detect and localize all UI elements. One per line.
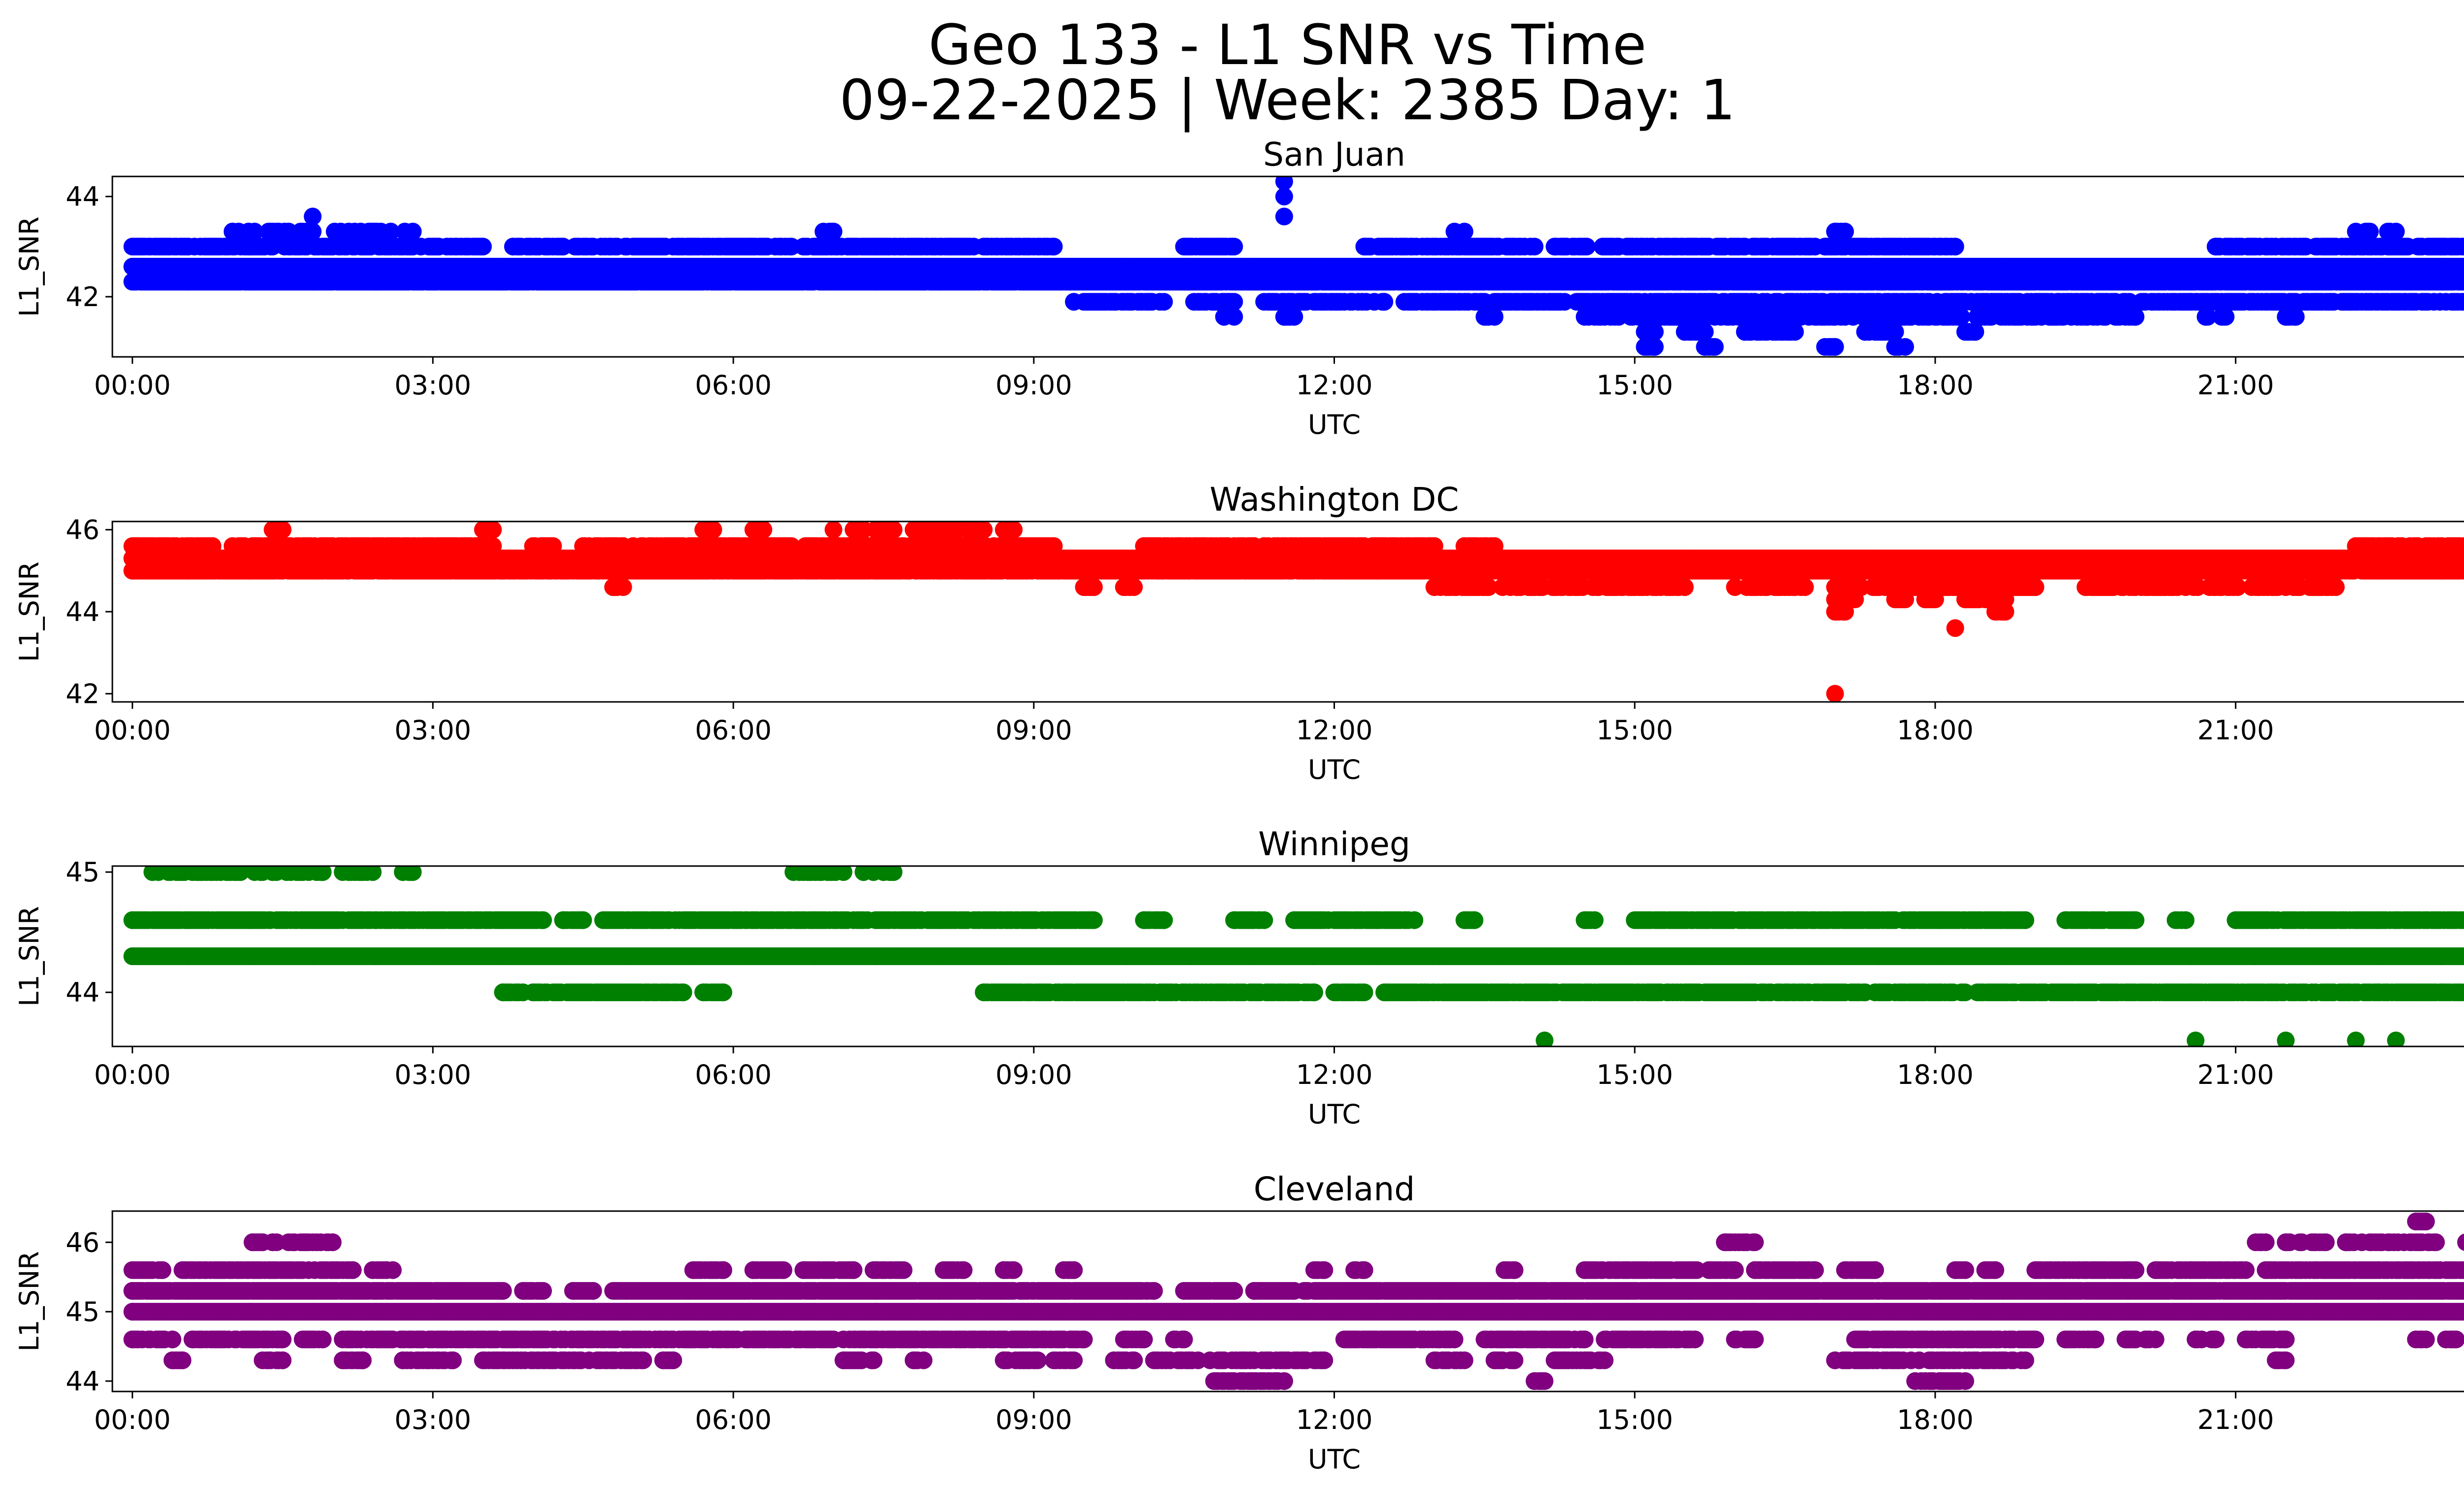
data-point: [2217, 308, 2235, 326]
data-point: [1836, 222, 1854, 241]
data-point: [824, 222, 843, 241]
data-point: [904, 522, 923, 539]
data-point: [382, 222, 400, 241]
data-point: [504, 238, 522, 256]
data-point: [1185, 293, 1203, 311]
data-point: [1275, 208, 1293, 226]
data-point: [1676, 323, 1694, 341]
data-point: [1045, 238, 1063, 256]
data-point: [1175, 238, 1193, 256]
data-point: [484, 522, 502, 539]
x-tick-label: 21:00: [2197, 370, 2274, 401]
data-point: [1645, 338, 1664, 356]
data-point: [1155, 293, 1173, 311]
data-point: [2461, 260, 2464, 274]
data-point: [1255, 293, 1273, 311]
data-point: [1526, 238, 1543, 256]
x-tick-label: 15:00: [1596, 370, 1673, 401]
x-tick-label: 18:00: [1897, 370, 1974, 401]
figure-subtitle: 09-22-2025 | Week: 2385 Day: 1: [839, 69, 1736, 133]
data-point: [123, 258, 141, 276]
data-point: [2126, 308, 2145, 326]
data-point: [1856, 323, 1874, 341]
data-point: [1736, 323, 1754, 341]
data-point: [1285, 308, 1303, 326]
data-point: [1577, 238, 1596, 256]
data-point: [2196, 308, 2215, 326]
points-group: [123, 522, 2464, 702]
subplot-title: San Juan: [1263, 136, 1405, 174]
data-point: [474, 238, 492, 256]
data-point: [1005, 522, 1023, 539]
data-point: [1952, 308, 1970, 326]
data-point: [704, 522, 722, 539]
data-point: [1225, 308, 1243, 326]
data-point: [2106, 308, 2124, 326]
x-tick-label: 09:00: [995, 370, 1072, 401]
data-point: [824, 522, 843, 539]
data-point: [1896, 338, 1914, 356]
data-point: [2287, 308, 2305, 326]
x-tick-label: 03:00: [395, 370, 472, 401]
data-point: [2461, 240, 2464, 253]
y-tick-label: 42: [66, 281, 100, 313]
data-point: [1645, 323, 1664, 341]
data-point: [1826, 338, 1844, 356]
data-point: [1786, 323, 1804, 341]
y-tick-label: 44: [66, 181, 100, 212]
data-point: [1545, 238, 1564, 256]
data-point: [1375, 293, 1394, 311]
data-point: [1816, 238, 1834, 256]
data-point: [2461, 295, 2464, 309]
data-point: [1275, 187, 1293, 206]
data-point: [754, 522, 772, 539]
data-point: [404, 222, 422, 241]
data-point: [1966, 323, 1985, 341]
data-point: [223, 222, 241, 241]
data-point: [1485, 308, 1504, 326]
figure-title: Geo 133 - L1 SNR vs Time: [928, 13, 1647, 77]
data-point: [1225, 238, 1243, 256]
data-point: [1225, 293, 1243, 311]
data-point: [1946, 238, 1964, 256]
data-point: [245, 222, 264, 241]
x-tick-label: 06:00: [695, 370, 772, 401]
subplot-title: Washington DC: [1210, 481, 1459, 519]
subplot-0: San Juan 00:00 03:00 06:00 09:00 12:00 15:00 18…: [14, 136, 2464, 440]
data-point: [1355, 238, 1373, 256]
data-point: [123, 273, 141, 291]
data-point: [1886, 323, 1904, 341]
data-point: [274, 522, 292, 539]
data-point: [2207, 238, 2224, 256]
data-point: [2387, 222, 2405, 241]
x-axis-label: UTC: [1308, 409, 1361, 440]
data-point: [1706, 338, 1724, 356]
data-point: [1395, 293, 1413, 311]
data-point: [975, 522, 993, 539]
data-point: [304, 208, 322, 226]
data-point: [1275, 176, 1293, 191]
data-point: [304, 222, 322, 241]
data-point: [885, 522, 903, 539]
x-tick-label: 00:00: [94, 370, 171, 401]
x-tick-label: 12:00: [1296, 370, 1373, 401]
points-group: [123, 176, 2464, 356]
data-point: [123, 238, 141, 256]
data-point: [1696, 323, 1714, 341]
data-point: [1065, 293, 1083, 311]
data-point: [2455, 293, 2464, 311]
y-axis-label: L1_SNR: [14, 216, 45, 317]
data-point: [2347, 222, 2365, 241]
data-point: [2461, 275, 2464, 288]
data-point: [1455, 222, 1473, 241]
data-point: [2361, 222, 2379, 241]
data-point: [1575, 308, 1594, 326]
